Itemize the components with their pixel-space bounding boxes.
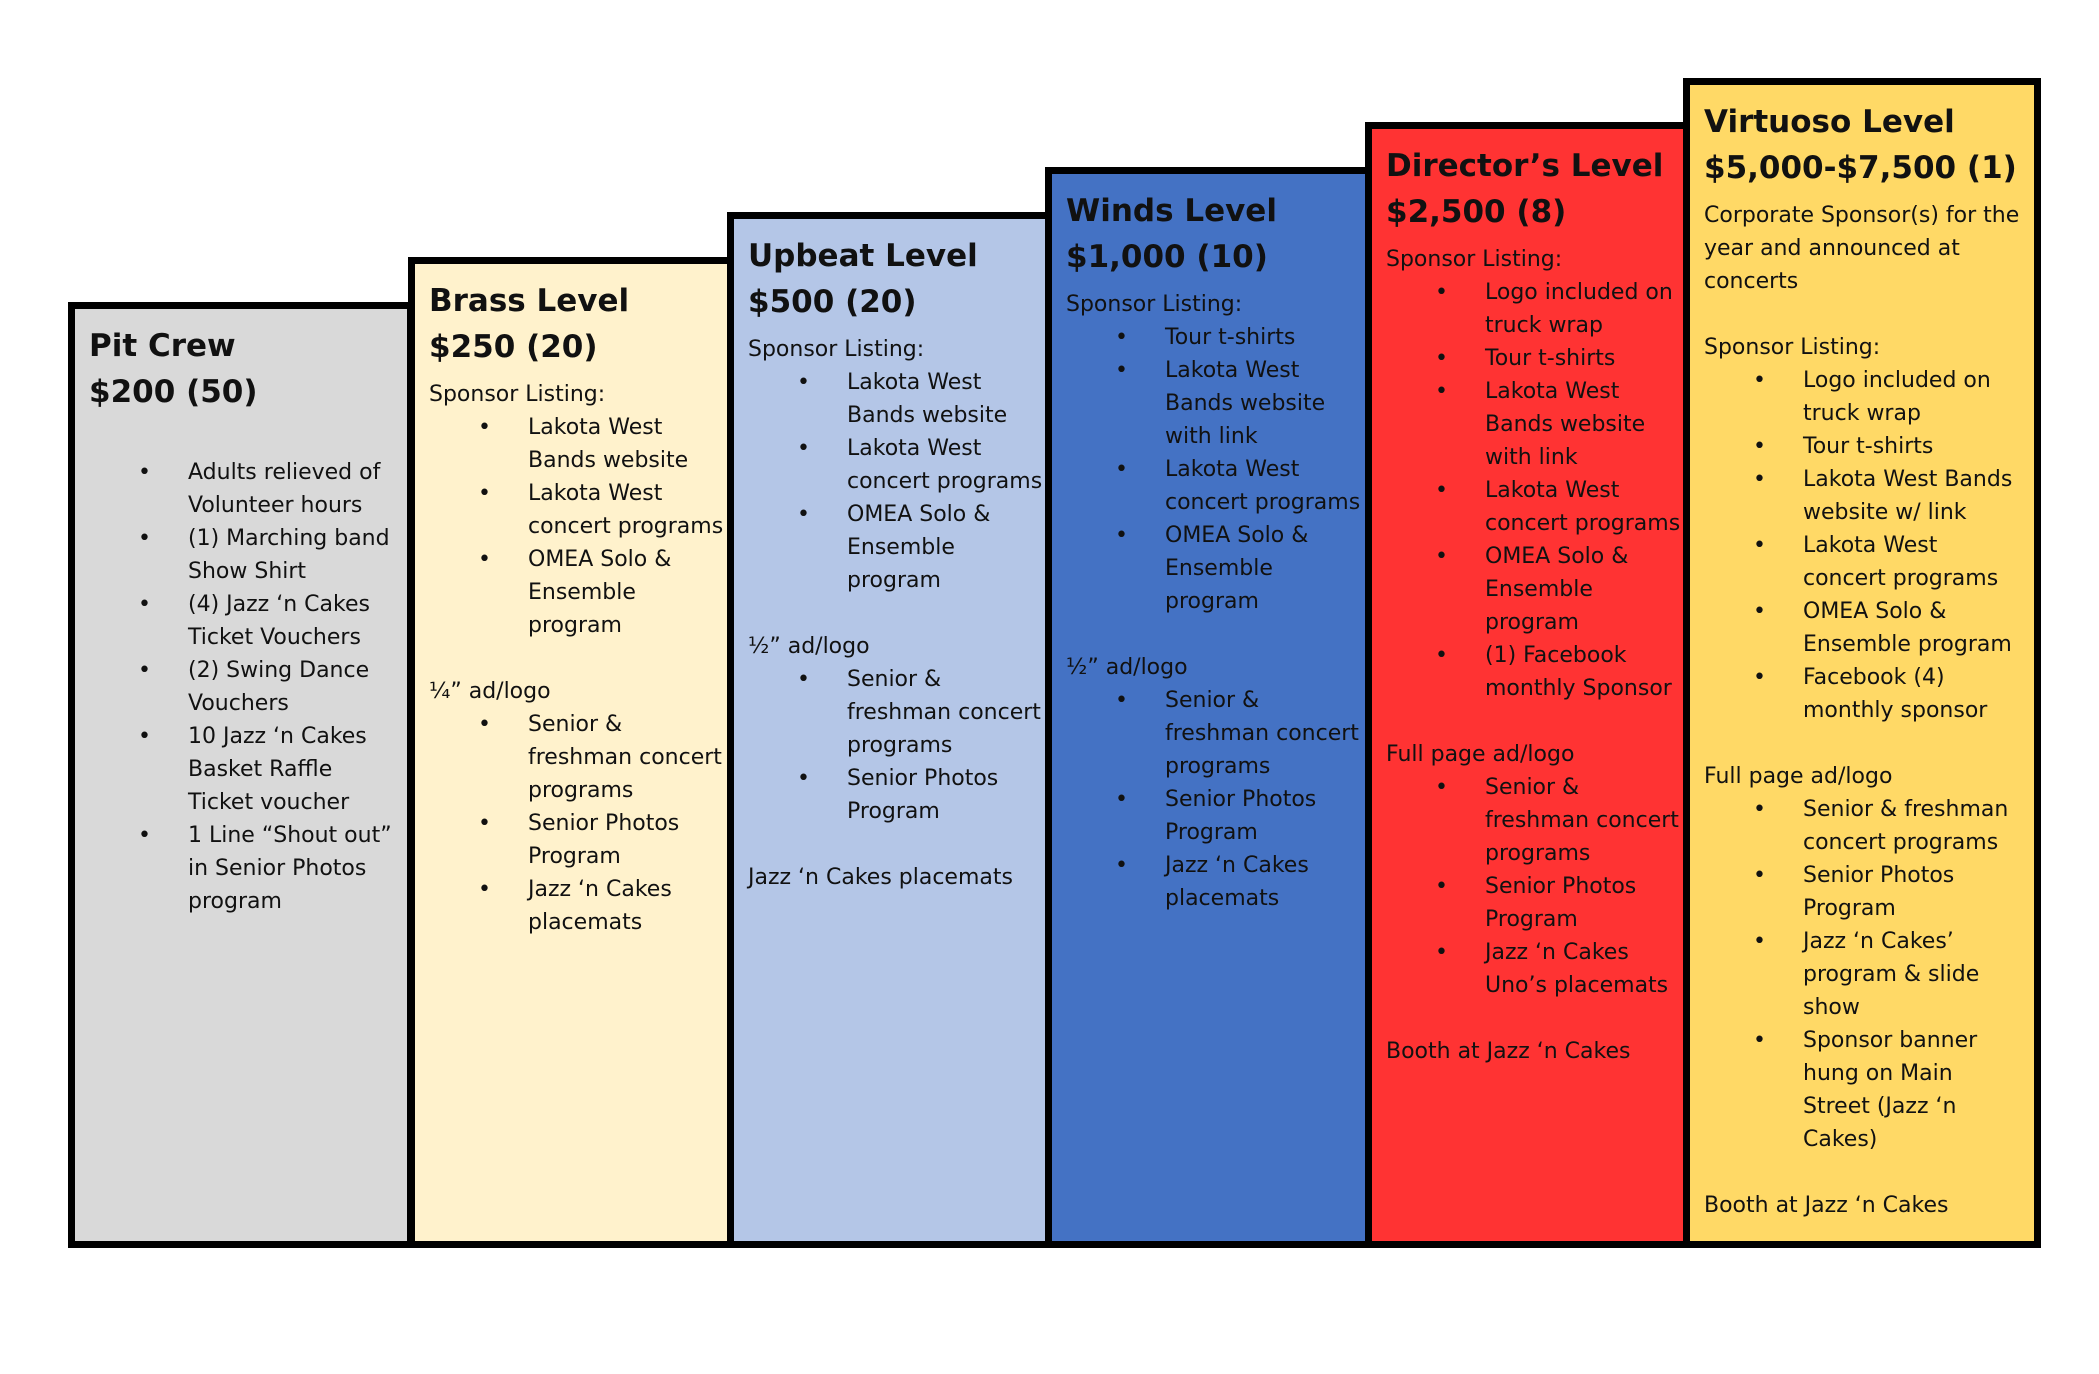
list-item: Lakota West Bands website with link	[1115, 354, 1362, 453]
list-item: Senior & freshman concert programs	[797, 663, 1044, 762]
ad-heading: ½” ad/logo	[1066, 655, 1188, 680]
list-item: Senior Photos Program	[1435, 870, 1681, 936]
listing-list: Tour t-shirts Lakota West Bands website …	[1066, 321, 1362, 618]
ad-heading: ¼” ad/logo	[429, 679, 551, 704]
listing-heading: Sponsor Listing:	[1704, 335, 1881, 360]
list-item: Lakota West Bands website w/ link	[1753, 463, 2024, 529]
list-item: Lakota West concert programs	[1753, 529, 2024, 595]
list-item: OMEA Solo & Ensemble program	[1753, 595, 2024, 661]
list-item: OMEA Solo & Ensemble program	[1435, 540, 1681, 639]
list-item: Lakota West concert programs	[1115, 453, 1362, 519]
tier-card-upbeat: Upbeat Level $500 (20) Sponsor Listing: …	[727, 212, 1061, 1248]
tier-title: Director’s Level	[1386, 148, 1664, 184]
list-item: OMEA Solo & Ensemble program	[797, 498, 1044, 597]
tier-title: Winds Level	[1066, 193, 1277, 229]
list-item: Lakota West concert programs	[1435, 474, 1681, 540]
tier-title: Virtuoso Level	[1704, 104, 1955, 140]
ad-heading: Full page ad/logo	[1704, 764, 1893, 789]
list-item: (1) Marching band Show Shirt	[138, 522, 397, 588]
listing-list: Lakota West Bands website Lakota West co…	[429, 411, 724, 642]
tier-card-directors: Director’s Level $2,500 (8) Sponsor List…	[1365, 122, 1698, 1248]
list-item: Lakota West Bands website with link	[1435, 375, 1681, 474]
list-item: Senior Photos Program	[1753, 859, 2024, 925]
extra-benefit: Jazz ‘n Cakes placemats	[748, 865, 1013, 890]
tier-price: $1,000 (10)	[1066, 239, 1268, 275]
list-item: Sponsor banner hung on Main Street (Jazz…	[1753, 1024, 2024, 1156]
list-item: Senior & freshman concert programs	[1435, 771, 1681, 870]
tier-price: $500 (20)	[748, 284, 917, 320]
list-item: Lakota West Bands website	[478, 411, 724, 477]
list-item: Tour t-shirts	[1753, 430, 2024, 463]
ad-list: Senior & freshman concert programs Senio…	[748, 663, 1044, 828]
list-item: Senior Photos Program	[478, 807, 724, 873]
listing-list: Logo included on truck wrap Tour t-shirt…	[1386, 276, 1681, 705]
list-item: Lakota West concert programs	[797, 432, 1044, 498]
list-item: Senior Photos Program	[1115, 783, 1362, 849]
ad-heading: ½” ad/logo	[748, 634, 870, 659]
tier-title: Upbeat Level	[748, 238, 978, 274]
list-item: Logo included on truck wrap	[1435, 276, 1681, 342]
ad-heading: Full page ad/logo	[1386, 742, 1575, 767]
list-item: Senior & freshman concert programs	[1753, 793, 2024, 859]
list-item: Facebook (4) monthly sponsor	[1753, 661, 2024, 727]
list-item: Logo included on truck wrap	[1753, 364, 2024, 430]
ad-list: Senior & freshman concert programs Senio…	[1386, 771, 1681, 1002]
listing-heading: Sponsor Listing:	[748, 337, 925, 362]
list-item: Lakota West concert programs	[478, 477, 724, 543]
tier-title: Brass Level	[429, 283, 630, 319]
list-item: 1 Line “Shout out” in Senior Photos prog…	[138, 819, 397, 918]
benefit-list: Adults relieved of Volunteer hours (1) M…	[89, 456, 397, 918]
tier-price: $200 (50)	[89, 374, 258, 410]
list-item: Senior & freshman concert programs	[478, 708, 724, 807]
listing-heading: Sponsor Listing:	[1066, 292, 1243, 317]
tier-card-virtuoso: Virtuoso Level $5,000-$7,500 (1) Corpora…	[1683, 78, 2041, 1248]
booth-benefit: Booth at Jazz ‘n Cakes	[1704, 1193, 1949, 1218]
list-item: OMEA Solo & Ensemble program	[478, 543, 724, 642]
tier-price: $250 (20)	[429, 329, 598, 365]
list-item: (4) Jazz ‘n Cakes Ticket Vouchers	[138, 588, 397, 654]
booth-benefit: Booth at Jazz ‘n Cakes	[1386, 1039, 1631, 1064]
list-item: Jazz ‘n Cakes Uno’s placemats	[1435, 936, 1681, 1002]
list-item: 10 Jazz ‘n Cakes Basket Raffle Ticket vo…	[138, 720, 397, 819]
list-item: Tour t-shirts	[1435, 342, 1681, 375]
tier-title: Pit Crew	[89, 328, 236, 364]
tier-card-brass: Brass Level $250 (20) Sponsor Listing: L…	[408, 257, 741, 1248]
tier-price: $5,000-$7,500 (1)	[1704, 150, 2017, 186]
tier-price: $2,500 (8)	[1386, 194, 1567, 230]
ad-list: Senior & freshman concert programs Senio…	[1704, 793, 2024, 1156]
tier-card-pit-crew: Pit Crew $200 (50) Adults relieved of Vo…	[68, 302, 414, 1248]
list-item: Jazz ‘n Cakes’ program & slide show	[1753, 925, 2024, 1024]
list-item: Tour t-shirts	[1115, 321, 1362, 354]
listing-heading: Sponsor Listing:	[1386, 247, 1563, 272]
list-item: Senior & freshman concert programs	[1115, 684, 1362, 783]
list-item: (2) Swing Dance Vouchers	[138, 654, 397, 720]
list-item: Jazz ‘n Cakes placemats	[1115, 849, 1362, 915]
ad-list: Senior & freshman concert programs Senio…	[1066, 684, 1362, 915]
list-item: OMEA Solo & Ensemble program	[1115, 519, 1362, 618]
listing-heading: Sponsor Listing:	[429, 382, 606, 407]
list-item: Adults relieved of Volunteer hours	[138, 456, 397, 522]
ad-list: Senior & freshman concert programs Senio…	[429, 708, 724, 939]
listing-list: Lakota West Bands website Lakota West co…	[748, 366, 1044, 597]
listing-list: Logo included on truck wrap Tour t-shirt…	[1704, 364, 2024, 727]
list-item: Jazz ‘n Cakes placemats	[478, 873, 724, 939]
tier-card-winds: Winds Level $1,000 (10) Sponsor Listing:…	[1045, 167, 1379, 1248]
list-item: (1) Facebook monthly Sponsor	[1435, 639, 1681, 705]
intro-text: Corporate Sponsor(s) for the year and an…	[1704, 203, 2020, 294]
list-item: Senior Photos Program	[797, 762, 1044, 828]
list-item: Lakota West Bands website	[797, 366, 1044, 432]
